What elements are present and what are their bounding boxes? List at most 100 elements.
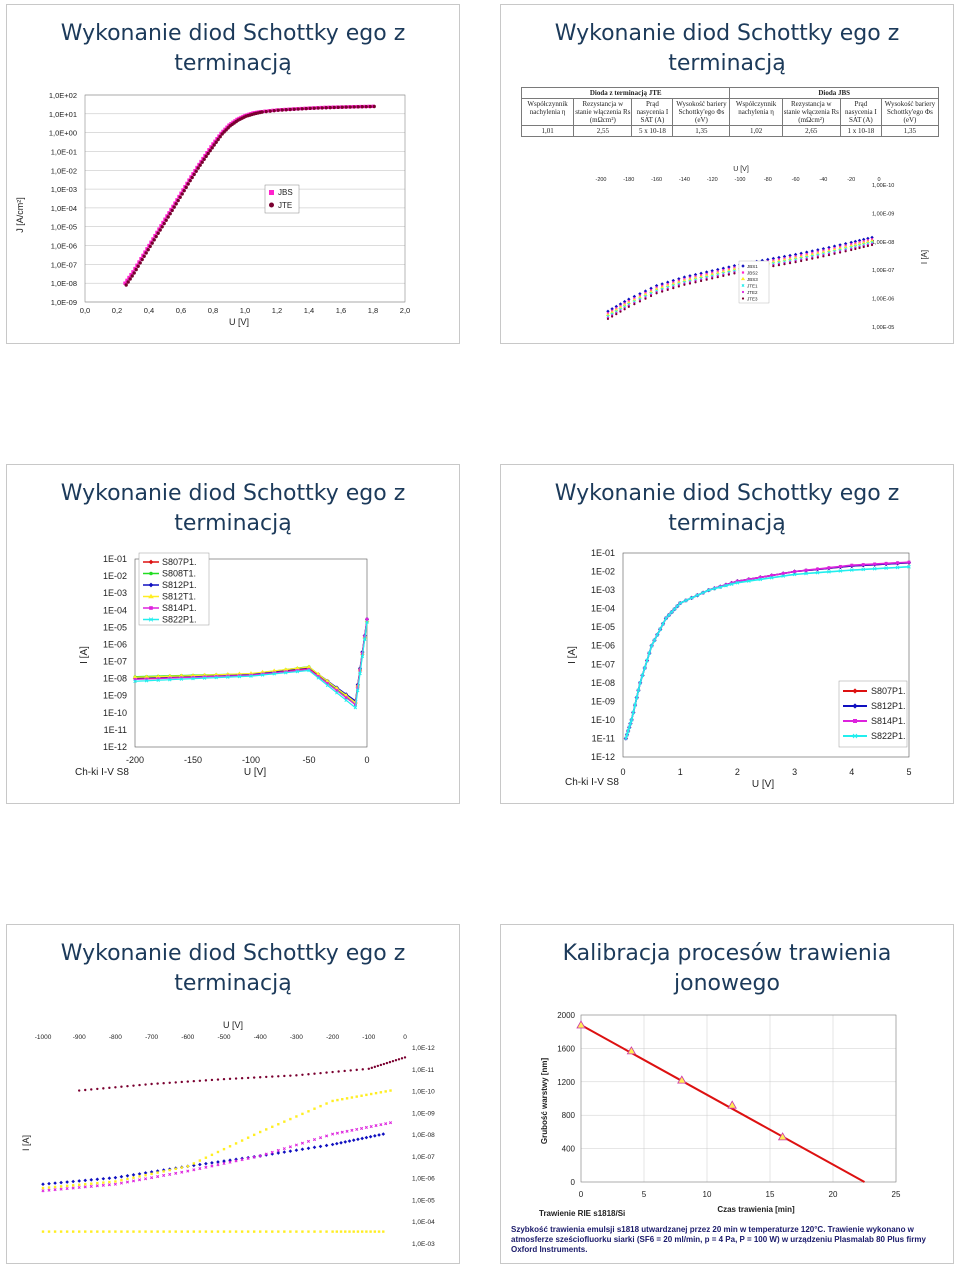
data-point (178, 195, 182, 199)
y-tick-label: 1,0E+00 (49, 129, 77, 138)
data-point (204, 1156, 208, 1159)
data-point (114, 1180, 117, 1183)
slide-reverse-characteristics: Wykonanie diod Schottky ego z terminacją… (6, 464, 460, 804)
x-tick-label: 0,4 (144, 306, 154, 315)
data-point (132, 271, 136, 275)
data-point (259, 1130, 262, 1134)
data-point (307, 1110, 310, 1113)
data-point (216, 1163, 220, 1167)
data-point (770, 573, 774, 577)
data-point (65, 1180, 69, 1184)
data-point (672, 287, 675, 290)
data-point (59, 1185, 63, 1188)
data-point (202, 676, 207, 680)
x-tick-label: -200 (595, 177, 606, 183)
data-point (335, 691, 339, 695)
data-point (307, 1073, 310, 1076)
data-point (301, 1112, 304, 1116)
x-tick-label: 25 (892, 1190, 901, 1199)
data-point (133, 678, 137, 681)
data-point (715, 271, 720, 275)
x-axis-label: U [V] (244, 767, 266, 778)
y-tick-label: 1E-04 (591, 604, 615, 614)
data-point (156, 1175, 160, 1179)
data-point (325, 683, 330, 688)
data-point (360, 1126, 364, 1130)
legend-marker (148, 617, 154, 622)
data-point (180, 1230, 183, 1233)
data-point (192, 1162, 196, 1165)
legend-marker-jbs (269, 190, 274, 195)
legend-label: S814P1. (871, 716, 906, 726)
data-point (198, 1167, 202, 1171)
data-point (312, 1145, 317, 1150)
data-point (853, 242, 858, 247)
data-point (234, 1230, 238, 1233)
data-point (373, 1065, 377, 1069)
table-cell: 1,35 (880, 125, 940, 137)
data-point (83, 1178, 88, 1183)
data-point (154, 234, 158, 239)
data-point (895, 565, 900, 570)
data-point (622, 299, 627, 304)
data-point (364, 104, 368, 109)
data-point (787, 257, 793, 261)
data-point (264, 1152, 268, 1156)
data-point (289, 1074, 292, 1077)
data-point (282, 1147, 286, 1151)
data-point (264, 109, 268, 114)
data-point (684, 598, 688, 603)
data-point (678, 601, 683, 605)
plot-area: 1E-01 1E-02 1E-03 1E-04 1E-05 1E-06 1E-07 1E-08… (591, 548, 912, 777)
data-point (850, 563, 854, 567)
data-point (772, 265, 775, 268)
data-point (101, 1176, 106, 1181)
data-point (144, 1083, 147, 1086)
data-point (164, 218, 168, 222)
x-tick-label: 0 (403, 1034, 407, 1041)
y-tick-label: 1E-03 (591, 585, 615, 595)
data-point (724, 583, 728, 587)
data-point (90, 1088, 93, 1091)
data-point (84, 1230, 87, 1233)
data-point (294, 1143, 298, 1147)
y-tick-label: 1,0E-02 (51, 166, 77, 175)
y-tick-label: 1E-03 (103, 588, 127, 598)
data-point (83, 1185, 87, 1189)
data-point (615, 312, 618, 316)
data-point (872, 566, 877, 571)
data-point (693, 276, 698, 280)
x-tick-label: -900 (73, 1034, 86, 1041)
data-point (355, 1095, 358, 1098)
data-point (150, 241, 154, 245)
data-point (78, 1089, 81, 1092)
data-point (127, 275, 131, 280)
x-tick-label: 5 (906, 767, 911, 777)
data-point (259, 1076, 262, 1079)
x-tick-label: 5 (642, 1190, 647, 1199)
data-point (192, 1168, 196, 1172)
data-point (142, 254, 146, 258)
y-tick-label: 1E-04 (103, 605, 127, 615)
data-point (865, 239, 870, 244)
data-point (360, 1136, 364, 1141)
data-point (716, 276, 719, 279)
x-axis-label: Czas trawienia [min] (717, 1205, 795, 1214)
data-point (625, 732, 629, 737)
data-point (340, 1130, 344, 1134)
data-point (144, 679, 149, 683)
data-point (804, 568, 808, 572)
data-point (144, 251, 148, 255)
reverse-iv-chart: I [A] U [V] Ch-ki I-V S8 1E-01 1E-02 1E-03… (75, 552, 370, 778)
data-point (288, 107, 292, 112)
data-point (312, 106, 316, 110)
data-point (222, 1159, 226, 1163)
data-point (907, 564, 911, 569)
data-point (853, 239, 858, 244)
slide-forward-characteristics: Wykonanie diod Schottky ego z terminacją… (500, 464, 954, 804)
x-tick-label: 0 (877, 177, 880, 183)
data-point (637, 295, 643, 299)
data-point (348, 105, 352, 109)
data-point (339, 1230, 343, 1233)
y-tick-label: 1E-02 (591, 567, 615, 577)
